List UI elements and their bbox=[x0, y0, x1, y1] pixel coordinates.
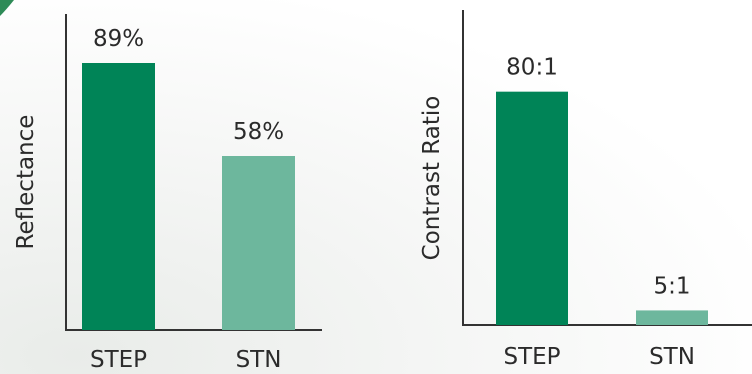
reflectance-data-label-stn: 58% bbox=[233, 119, 284, 145]
contrast-ratio-category-label-stn: STN bbox=[649, 344, 695, 370]
reflectance-bar-step bbox=[82, 63, 155, 330]
contrast-ratio-y-axis-label: Contrast Ratio bbox=[419, 96, 445, 261]
reflectance-data-label-step: 89% bbox=[93, 26, 144, 52]
contrast-ratio-bar-stn bbox=[636, 310, 708, 325]
reflectance-chart: Reflectance 89% STEP 58% STN bbox=[13, 14, 322, 373]
contrast-ratio-data-label-stn: 5:1 bbox=[653, 273, 690, 299]
contrast-ratio-data-label-step: 80:1 bbox=[506, 55, 558, 81]
contrast-ratio-chart: Contrast Ratio 80:1 STEP 5:1 STN bbox=[419, 10, 752, 370]
corner-decoration bbox=[0, 0, 14, 16]
reflectance-y-axis-label: Reflectance bbox=[13, 115, 39, 250]
contrast-ratio-bar-step bbox=[496, 91, 568, 326]
reflectance-category-label-stn: STN bbox=[236, 347, 282, 373]
reflectance-bar-stn bbox=[222, 156, 295, 330]
reflectance-category-label-step: STEP bbox=[90, 347, 147, 373]
contrast-ratio-category-label-step: STEP bbox=[503, 344, 560, 370]
